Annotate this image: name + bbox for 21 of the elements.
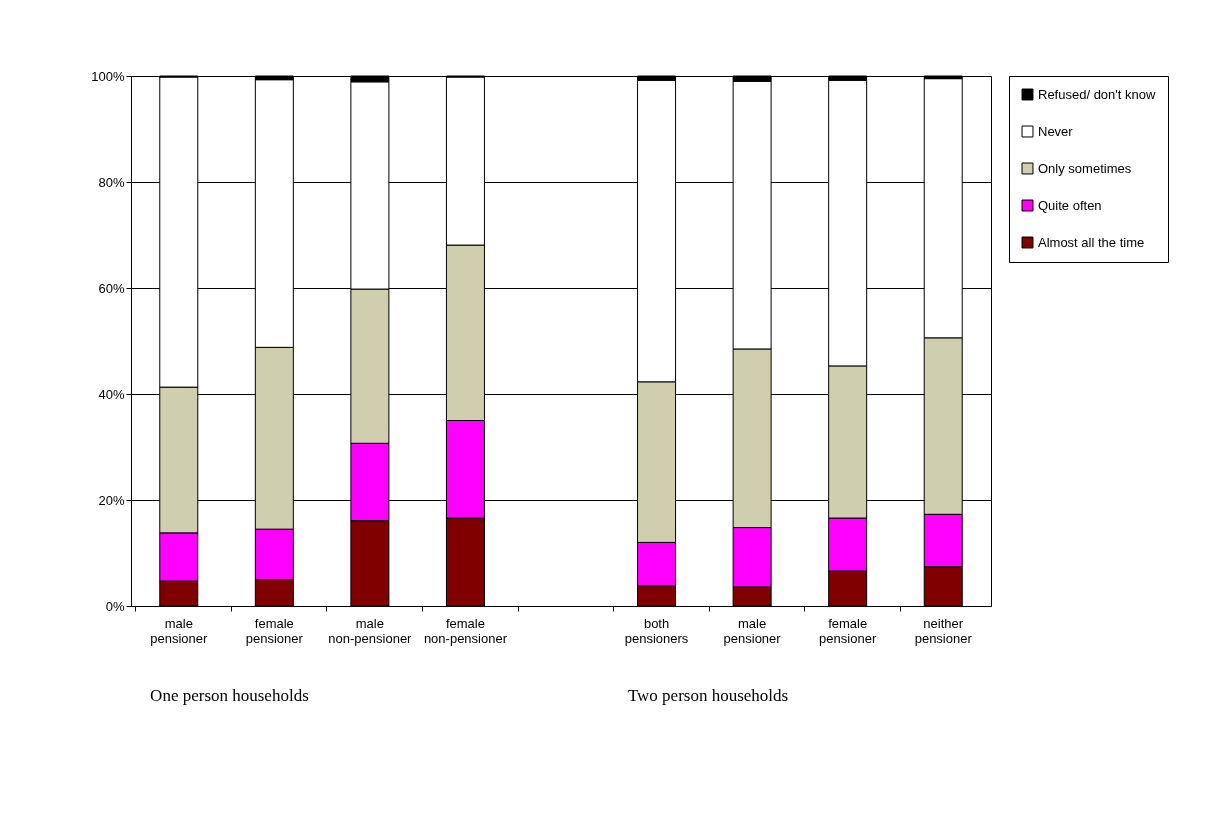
legend-label: Only sometimes xyxy=(1038,160,1132,176)
x-tick-label: male pensioner xyxy=(723,615,782,646)
x-tick-label: male non-pensioner xyxy=(328,615,413,646)
text: One person households xyxy=(150,686,309,705)
x-tick-label: female pensioner xyxy=(819,615,877,646)
x-tick-label: male pensioner xyxy=(150,615,208,646)
legend-label: Never xyxy=(1038,123,1074,139)
x-tick-label: female pensioner xyxy=(245,615,304,646)
legend-label: Refused/ don't know xyxy=(1038,86,1156,102)
y-tick-label: 100% xyxy=(91,68,125,84)
text: Two person households xyxy=(627,686,789,705)
y-tick-label: 80% xyxy=(98,174,125,190)
x-tick-label: neither pensioner xyxy=(914,615,973,646)
y-tick-label: 60% xyxy=(98,280,125,296)
y-tick-label: 0% xyxy=(105,598,125,614)
legend-label: Quite often xyxy=(1038,197,1102,213)
x-tick-label: both pensioners xyxy=(624,615,689,646)
legend-label: Almost all the time xyxy=(1038,234,1145,250)
x-tick-label: female non-pensioner xyxy=(423,615,508,646)
y-tick-label: 40% xyxy=(98,386,125,402)
y-tick-label: 20% xyxy=(98,492,125,508)
